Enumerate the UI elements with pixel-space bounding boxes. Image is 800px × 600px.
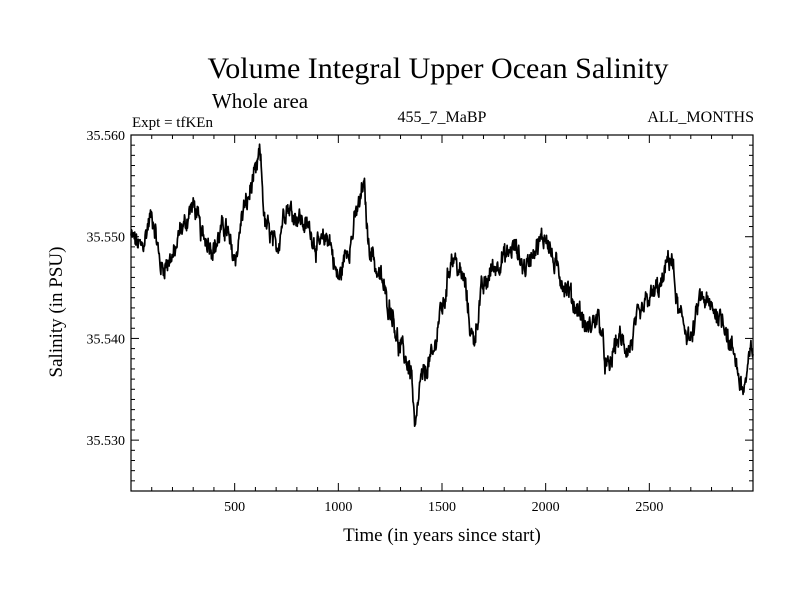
experiment-label: Expt = tfKEn — [132, 115, 213, 131]
x-axis-label: Time (in years since start) — [343, 525, 541, 546]
run-label: 455_7_MaBP — [398, 109, 487, 126]
axis-ticks — [131, 134, 753, 491]
chart-title: Volume Integral Upper Ocean Salinity — [208, 52, 669, 85]
x-tick-label: 1500 — [428, 500, 456, 515]
salinity-series-line — [130, 143, 754, 428]
tick-labels: 500 1000 1500 2000 2500 35.530 35.540 35.550 35.… — [87, 129, 664, 515]
x-tick-label: 1000 — [324, 500, 352, 515]
plot-frame — [130, 134, 754, 492]
months-label: ALL_MONTHS — [647, 109, 754, 126]
x-tick-label: 500 — [224, 500, 245, 515]
y-tick-label: 35.530 — [87, 434, 126, 449]
chart-subtitle: Whole area — [212, 89, 309, 113]
y-tick-label: 35.560 — [87, 129, 126, 144]
y-tick-label: 35.550 — [87, 231, 126, 246]
y-tick-label: 35.540 — [87, 332, 126, 347]
x-tick-label: 2000 — [532, 500, 560, 515]
y-axis-label: Salinity (in PSU) — [46, 247, 67, 378]
series-layer — [130, 143, 754, 428]
x-tick-label: 2500 — [635, 500, 663, 515]
